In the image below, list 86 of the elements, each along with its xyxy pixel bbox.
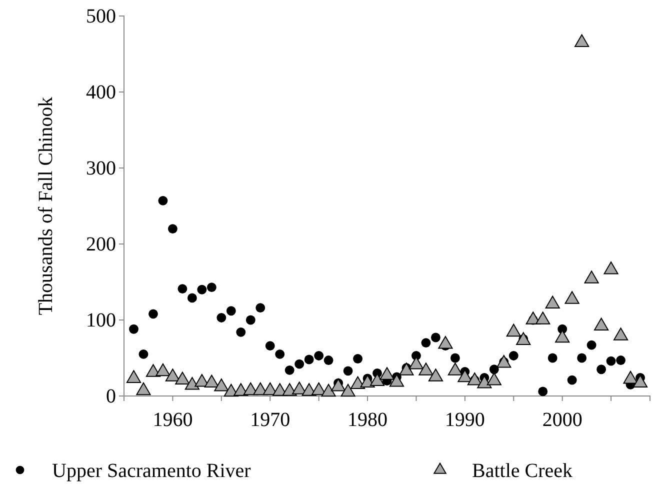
point (126, 370, 142, 383)
point (496, 354, 512, 368)
point (548, 353, 558, 363)
point (489, 364, 499, 374)
point (486, 372, 502, 386)
point (294, 359, 304, 369)
point (477, 375, 492, 388)
point (350, 376, 366, 390)
point (321, 384, 336, 397)
point (438, 336, 453, 349)
point (168, 224, 178, 234)
point (418, 362, 434, 376)
point (632, 374, 648, 388)
point (214, 378, 229, 392)
point (146, 364, 161, 377)
point (430, 332, 440, 342)
x-tick-label: 1980 (348, 409, 388, 431)
point (226, 306, 236, 316)
point (467, 372, 482, 386)
point (340, 384, 356, 397)
point (506, 324, 521, 337)
x-tick-label: 1970 (250, 409, 290, 431)
point (428, 368, 443, 382)
point (567, 375, 577, 385)
point (138, 349, 148, 359)
point (282, 383, 297, 396)
y-tick-label: 200 (86, 233, 116, 256)
point (343, 366, 353, 376)
y-tick-label: 100 (86, 309, 116, 332)
point (187, 293, 197, 303)
point (370, 373, 385, 386)
point (389, 374, 404, 387)
point (304, 354, 314, 364)
point (178, 284, 188, 294)
point (175, 372, 190, 384)
point (450, 353, 460, 363)
point (360, 374, 375, 388)
point (204, 374, 219, 388)
point (148, 309, 158, 319)
point (275, 349, 285, 359)
point (594, 318, 609, 331)
point (623, 370, 638, 384)
point (206, 282, 216, 292)
point (216, 313, 226, 322)
point (129, 324, 138, 334)
point (555, 330, 570, 343)
point (197, 284, 207, 294)
point (331, 378, 346, 392)
y-tick-label: 0 (106, 385, 116, 408)
point (284, 365, 294, 375)
x-tick-label: 1990 (444, 409, 485, 431)
point (586, 340, 596, 350)
point (616, 356, 626, 365)
point (184, 377, 200, 390)
point (516, 332, 531, 345)
point (265, 341, 275, 351)
y-tick-label: 300 (86, 157, 116, 180)
point (314, 351, 324, 360)
point (136, 382, 151, 396)
point (353, 354, 362, 364)
point (165, 368, 180, 382)
point (324, 356, 334, 365)
y-tick-label: 400 (86, 81, 116, 104)
point (156, 363, 170, 376)
x-tick-label: 2000 (542, 409, 582, 431)
point (458, 369, 472, 382)
legend-label: Upper Sacramento River (52, 460, 252, 482)
point (408, 356, 424, 370)
point (312, 382, 326, 396)
point (606, 356, 616, 366)
y-axis-title: Thousands of Fall Chinook (35, 96, 57, 316)
point (421, 338, 431, 348)
point (380, 367, 394, 380)
point (399, 362, 414, 376)
point (613, 328, 628, 340)
point (448, 362, 462, 376)
point (246, 315, 256, 325)
point (292, 382, 307, 394)
legend-label: Battle Creek (472, 460, 573, 482)
x-tick-label: 1960 (152, 409, 193, 431)
point (236, 327, 246, 337)
point (577, 353, 587, 363)
point (256, 303, 266, 313)
point (508, 351, 518, 360)
y-tick-label: 500 (86, 5, 116, 28)
point (596, 364, 606, 374)
